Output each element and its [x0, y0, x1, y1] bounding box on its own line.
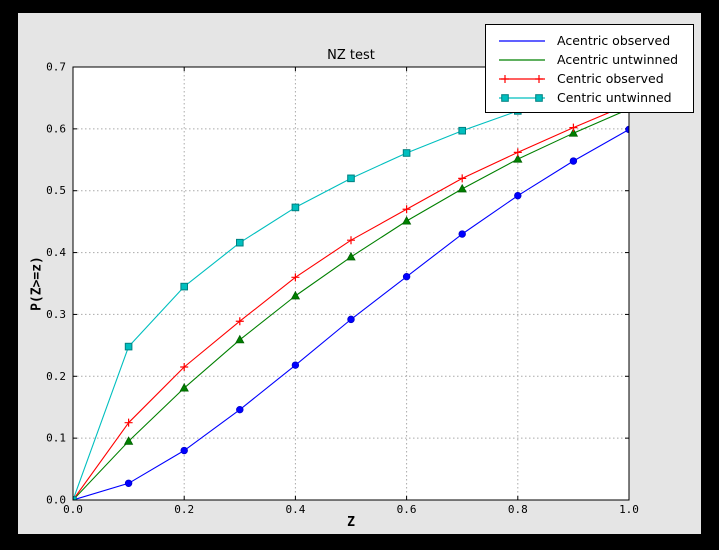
tick-labels: 0.0 0.2 0.4 0.6 0.8 1.0 0.0 0.1 0.2 0.3 0.4 0.5 0.6 0… — [46, 61, 639, 517]
legend-label: Acentric observed — [557, 33, 671, 48]
y-tick-label: 0.3 — [46, 308, 66, 321]
y-tick-label: 0.4 — [46, 246, 66, 259]
legend-item: Acentric observed — [498, 31, 693, 50]
figure-canvas: 0.0 0.2 0.4 0.6 0.8 1.0 0.0 0.1 0.2 0.3 0.4 0.5 0.6 0… — [18, 13, 701, 534]
x-axis-label: Z — [347, 515, 355, 530]
x-tick-label: 0.6 — [397, 503, 417, 516]
series-markers-0 — [73, 125, 629, 500]
legend-label: Centric untwinned — [557, 90, 672, 105]
legend-swatch-line — [499, 74, 545, 83]
legend-box: Acentric observed Acentric untwinned Cen… — [485, 24, 694, 113]
y-tick-label: 0.7 — [46, 61, 66, 74]
y-tick-label: 0.2 — [46, 370, 66, 383]
chart-title: NZ test — [327, 48, 375, 63]
legend-item: Acentric untwinned — [498, 50, 693, 69]
plot-svg: 0.0 0.2 0.4 0.6 0.8 1.0 0.0 0.1 0.2 0.3 0.4 0.5 0.6 0… — [46, 61, 639, 517]
legend-label: Acentric untwinned — [557, 52, 679, 67]
y-tick-label: 0.5 — [46, 184, 66, 197]
legend-swatch-line — [499, 93, 545, 102]
y-tick-label: 0.6 — [46, 122, 66, 135]
legend-swatch-line — [499, 58, 545, 61]
x-tick-label: 0.2 — [174, 503, 194, 516]
x-tick-label: 1.0 — [619, 503, 639, 516]
x-tick-label: 0.8 — [508, 503, 528, 516]
x-tick-label: 0.4 — [285, 503, 305, 516]
series-markers-1 — [73, 104, 629, 500]
y-tick-label: 0.0 — [46, 494, 66, 507]
legend-swatch-line — [499, 39, 545, 42]
axes-frame — [72, 66, 630, 501]
y-tick-label: 0.1 — [46, 432, 66, 445]
legend-label: Centric observed — [557, 71, 664, 86]
gridlines — [73, 67, 629, 500]
legend-item: Centric observed — [498, 69, 693, 88]
legend-item: Centric untwinned — [498, 88, 693, 107]
y-axis-label: P(Z>=z) — [29, 256, 45, 311]
plot-background — [73, 67, 629, 500]
x-tick-label: 0.0 — [63, 503, 83, 516]
series-markers-2 — [73, 100, 629, 500]
